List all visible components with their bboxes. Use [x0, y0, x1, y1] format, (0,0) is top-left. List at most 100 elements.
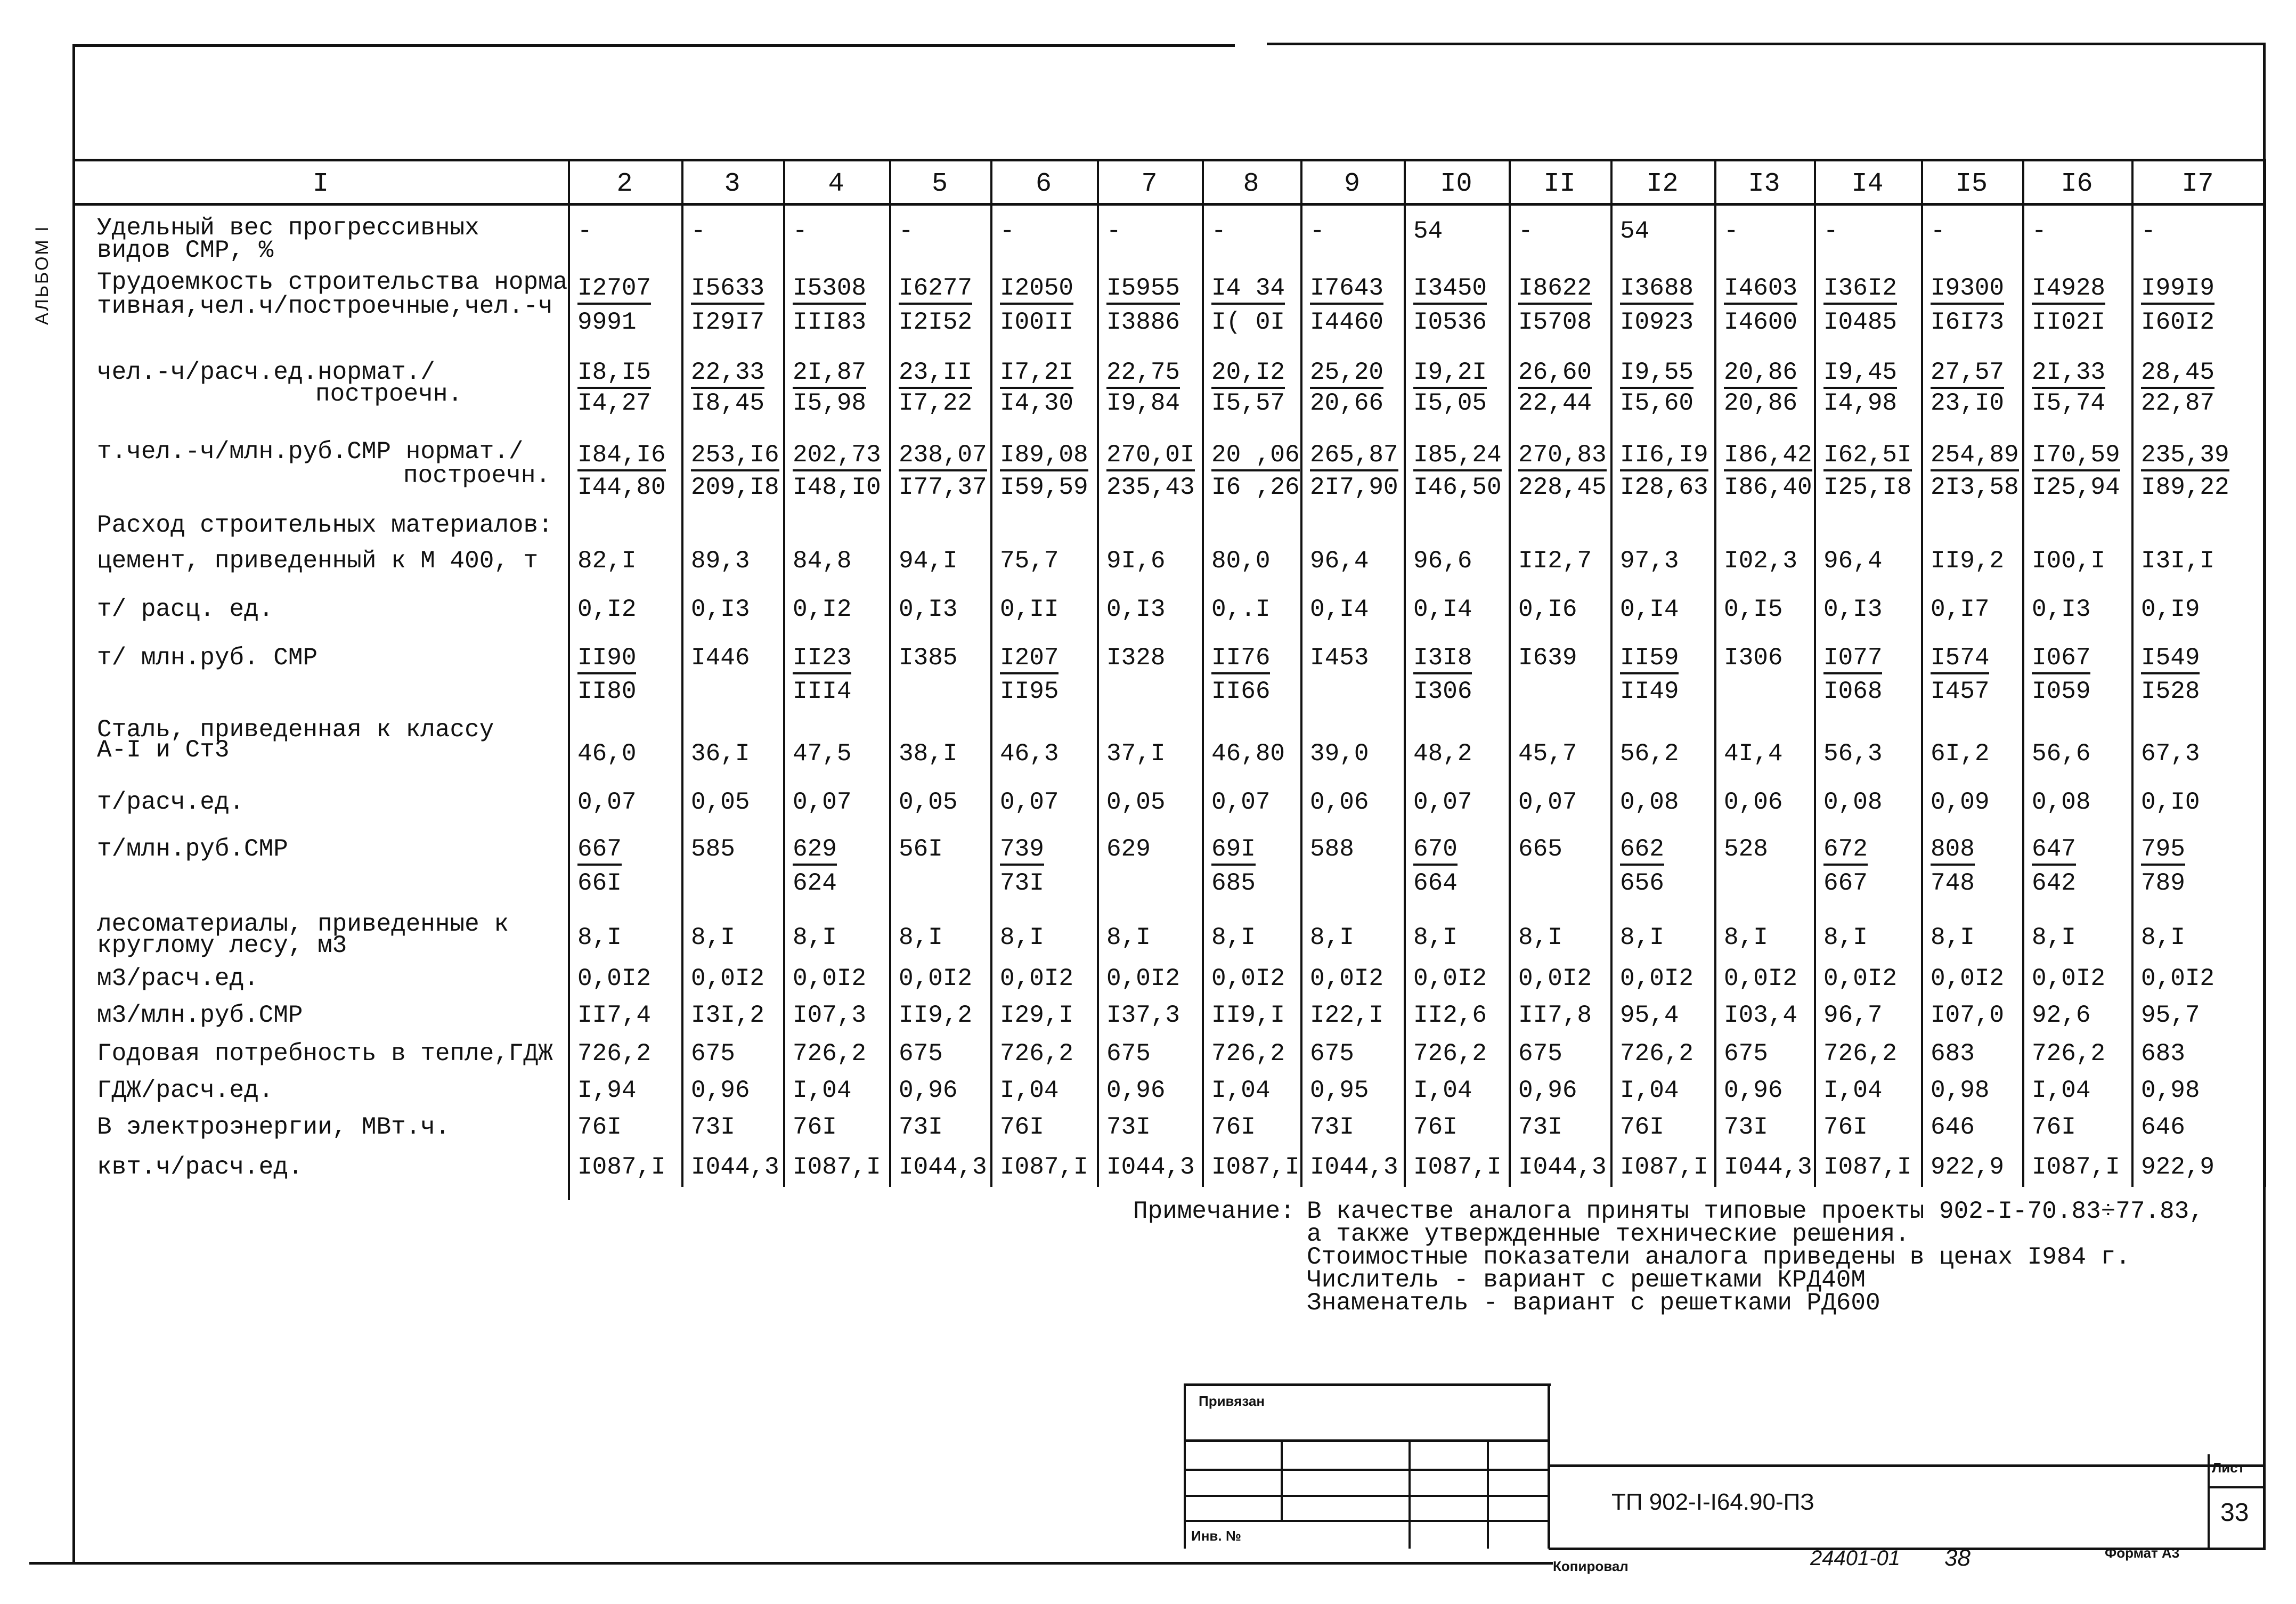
value-cell: 0,09 [1931, 788, 1990, 816]
format-label: Формат А3 [2105, 1545, 2180, 1561]
inv-no-label: Инв. № [1191, 1528, 1241, 1544]
value-cell: 73I [1518, 1113, 1562, 1141]
value-cell: I087,I [1620, 1153, 1708, 1181]
value-cell: 46,0 [577, 740, 637, 768]
value-numerator: I9,45 [1823, 359, 1898, 389]
value-denominator: II80 [577, 678, 637, 705]
value-cell: 96,7 [1823, 1002, 1883, 1029]
value-cell: 0,0I2 [1724, 965, 1798, 992]
value-cell: I03,4 [1724, 1002, 1798, 1029]
value-cell: 67,3 [2141, 740, 2200, 768]
value-cell: 96,6 [1413, 547, 1472, 575]
value-cell: 0,0I2 [577, 965, 652, 992]
value-cell: 8,I [1106, 924, 1151, 951]
value-denominator: I068 [1823, 678, 1883, 705]
value-numerator: I2707 [577, 275, 652, 305]
value-numerator: I5633 [691, 275, 765, 305]
value-cell: 665 [1518, 835, 1562, 863]
value-cell: II2,7 [1518, 547, 1592, 575]
value-cell: - [1724, 217, 1739, 245]
value-numerator: I70,59 [2032, 442, 2120, 471]
frame-bottom [29, 1562, 1553, 1565]
value-cell: 76I [1823, 1113, 1868, 1141]
value-numerator: I067 [2032, 645, 2091, 674]
value-cell: 8,I [1724, 924, 1768, 951]
value-cell: 0,I3 [1823, 596, 1883, 623]
column-divider [568, 159, 570, 1200]
value-cell: 0,96 [1724, 1077, 1783, 1104]
value-cell: 0,07 [577, 788, 637, 816]
value-cell: 95,4 [1620, 1002, 1679, 1029]
value-cell: 84,8 [793, 547, 852, 575]
value-numerator: 667 [577, 836, 622, 866]
value-cell: 0,I2 [793, 596, 852, 623]
value-denominator: I9,84 [1106, 389, 1180, 417]
column-divider [2022, 159, 2024, 1187]
row-label: Удельный вес прогрессивных [97, 214, 479, 242]
row-label: построечн. [403, 462, 551, 490]
value-cell: 0,07 [1413, 788, 1472, 816]
frame-bottom-right [1549, 1548, 2265, 1550]
column-header-14: I4 [1851, 169, 1884, 199]
value-denominator: I46,50 [1413, 474, 1502, 501]
value-denominator: II95 [1000, 678, 1059, 705]
value-denominator: 66I [577, 869, 622, 897]
value-numerator: I62,5I [1823, 442, 1912, 471]
note-title: Примечание: [1133, 1198, 1295, 1225]
copied-label: Копировал [1553, 1558, 1629, 1574]
value-denominator: 664 [1413, 869, 1458, 897]
value-numerator: I3688 [1620, 275, 1694, 305]
value-numerator: 25,20 [1310, 359, 1384, 389]
value-cell: I,04 [1620, 1077, 1679, 1104]
value-denominator: I5,98 [793, 389, 867, 417]
value-numerator: 20,I2 [1211, 359, 1285, 389]
value-cell: 8,I [577, 924, 622, 951]
value-cell: 96,4 [1823, 547, 1883, 575]
value-cell: 0,07 [1000, 788, 1059, 816]
value-numerator: 23,II [899, 359, 973, 389]
value-cell: I22,I [1310, 1002, 1384, 1029]
value-cell: I044,3 [899, 1153, 987, 1181]
value-cell: I044,3 [1310, 1153, 1398, 1181]
value-numerator: I86,42 [1724, 442, 1812, 471]
value-cell: I087,I [1413, 1153, 1502, 1181]
value-numerator: I077 [1823, 645, 1883, 674]
value-numerator: I7,2I [1000, 359, 1074, 389]
row-label: квт.ч/расч.ед. [97, 1153, 303, 1181]
row-label: т/млн.руб.СМР [97, 835, 288, 863]
value-cell: I044,3 [1106, 1153, 1195, 1181]
value-cell: 0,0I2 [2032, 965, 2106, 992]
value-denominator: I4,98 [1823, 389, 1898, 417]
sheet-label: Лист [2212, 1460, 2245, 1476]
value-cell: 0,I4 [1310, 596, 1369, 623]
value-cell: I087,I [1211, 1153, 1300, 1181]
value-cell: 0,II [1000, 596, 1059, 623]
value-cell: 8,I [1931, 924, 1975, 951]
value-cell: 0,0I2 [691, 965, 765, 992]
value-cell: 0,0I2 [1211, 965, 1285, 992]
value-cell: 48,2 [1413, 740, 1472, 768]
row-label: т.чел.-ч/млн.руб.СМР нормат./ [97, 438, 524, 466]
order-number: 24401-01 [1810, 1546, 1901, 1570]
value-cell: 76I [793, 1113, 837, 1141]
value-cell: I044,3 [691, 1153, 779, 1181]
value-denominator: I306 [1413, 678, 1472, 705]
value-cell: 94,I [899, 547, 958, 575]
value-cell: 76I [1413, 1113, 1458, 1141]
value-cell: 0,0I2 [1000, 965, 1074, 992]
value-cell: 37,I [1106, 740, 1166, 768]
value-cell: I446 [691, 644, 750, 672]
value-denominator: I5,05 [1413, 389, 1487, 417]
value-cell: 0,98 [2141, 1077, 2200, 1104]
value-numerator: II6,I9 [1620, 442, 1708, 471]
value-denominator: 685 [1211, 869, 1256, 897]
value-cell: - [691, 217, 706, 245]
value-cell: 0,96 [899, 1077, 958, 1104]
value-cell: 95,7 [2141, 1002, 2200, 1029]
linked-label: Привязан [1199, 1393, 1265, 1409]
value-cell: I306 [1724, 644, 1783, 672]
column-divider [1300, 159, 1302, 1187]
value-denominator: 748 [1931, 869, 1975, 897]
value-cell: II7,4 [577, 1002, 652, 1029]
value-cell: 73I [691, 1113, 735, 1141]
